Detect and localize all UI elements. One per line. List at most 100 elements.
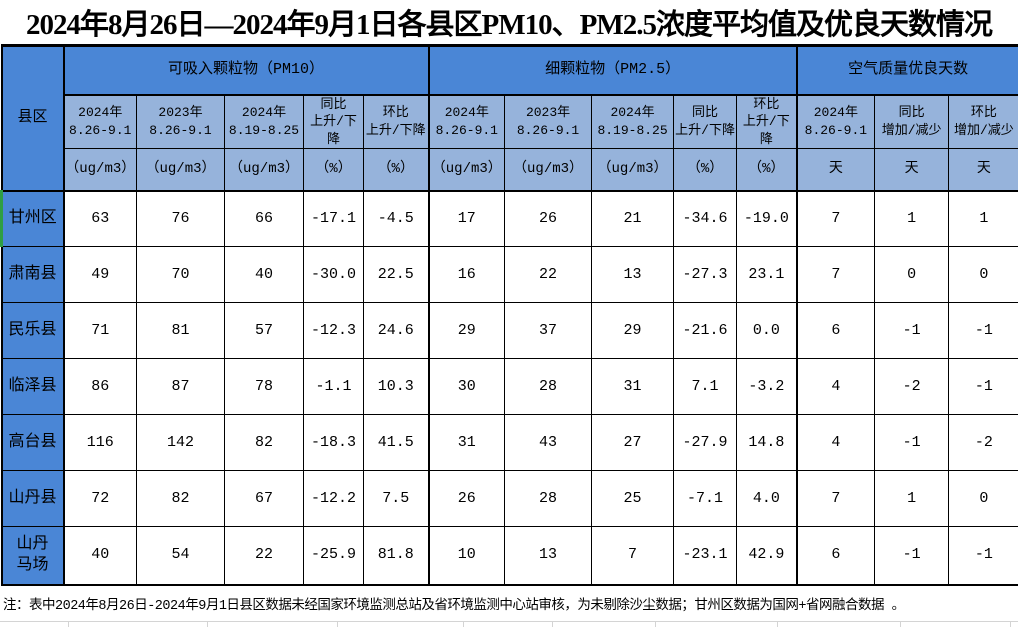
value-cell: -25.9 xyxy=(304,527,364,585)
value-cell: -1 xyxy=(949,303,1018,359)
value-cell: 14.8 xyxy=(737,415,797,471)
air-quality-table: 县区 可吸入颗粒物（PM10） 细颗粒物（PM2.5） 空气质量优良天数 202… xyxy=(0,44,1018,586)
value-cell: -1.1 xyxy=(304,359,364,415)
value-cell: 17 xyxy=(429,191,505,247)
value-cell: -23.1 xyxy=(674,527,737,585)
value-cell: 13 xyxy=(505,527,592,585)
period-header: 2024年 8.19-8.25 xyxy=(592,95,674,149)
period-header: 2024年 8.26-9.1 xyxy=(429,95,505,149)
row-header-county: 肃南县 xyxy=(2,247,64,303)
group-header-good-days: 空气质量优良天数 xyxy=(797,46,1018,95)
value-cell: 72 xyxy=(64,471,137,527)
value-cell: -18.3 xyxy=(304,415,364,471)
value-cell: 10 xyxy=(429,527,505,585)
value-cell: 43 xyxy=(505,415,592,471)
value-cell: 49 xyxy=(64,247,137,303)
value-cell: 71 xyxy=(64,303,137,359)
value-cell: 87 xyxy=(137,359,225,415)
value-cell: 142 xyxy=(137,415,225,471)
value-cell: -2 xyxy=(949,415,1018,471)
period-header: 2023年 8.26-9.1 xyxy=(505,95,592,149)
value-cell: 67 xyxy=(225,471,304,527)
value-cell: -12.3 xyxy=(304,303,364,359)
unit-header: （ug/m3） xyxy=(592,149,674,191)
table-row: 临泽县 86 87 78 -1.1 10.3 30 28 31 7.1 -3.2… xyxy=(2,359,1018,415)
page-title: 2024年8月26日—2024年9月1日各县区PM10、PM2.5浓度平均值及优… xyxy=(0,0,1018,44)
value-cell: 0.0 xyxy=(737,303,797,359)
value-cell: -1 xyxy=(875,415,949,471)
value-cell: 82 xyxy=(225,415,304,471)
value-cell: 28 xyxy=(505,359,592,415)
value-cell: 6 xyxy=(797,527,875,585)
row-header-county: 民乐县 xyxy=(2,303,64,359)
value-cell: 0 xyxy=(949,247,1018,303)
row-header-county: 高台县 xyxy=(2,415,64,471)
value-cell: -1 xyxy=(949,359,1018,415)
value-cell: -12.2 xyxy=(304,471,364,527)
value-cell: -30.0 xyxy=(304,247,364,303)
value-cell: 6 xyxy=(797,303,875,359)
value-cell: -3.2 xyxy=(737,359,797,415)
value-cell: 70 xyxy=(137,247,225,303)
value-cell: 86 xyxy=(64,359,137,415)
value-cell: 40 xyxy=(225,247,304,303)
value-cell: -34.6 xyxy=(674,191,737,247)
unit-header: （ug/m3） xyxy=(64,149,137,191)
period-header: 环比 上升/下降 xyxy=(364,95,429,149)
value-cell: 78 xyxy=(225,359,304,415)
value-cell: -19.0 xyxy=(737,191,797,247)
value-cell: 81.8 xyxy=(364,527,429,585)
value-cell: -27.3 xyxy=(674,247,737,303)
value-cell: 24.6 xyxy=(364,303,429,359)
group-header-pm25: 细颗粒物（PM2.5） xyxy=(429,46,797,95)
value-cell: 22.5 xyxy=(364,247,429,303)
unit-header: （ug/m3） xyxy=(429,149,505,191)
corner-header-county: 县区 xyxy=(2,46,64,191)
period-header: 2024年 8.19-8.25 xyxy=(225,95,304,149)
value-cell: 7 xyxy=(797,471,875,527)
period-header: 同比 增加/减少 xyxy=(875,95,949,149)
value-cell: 7.1 xyxy=(674,359,737,415)
table-row: 山丹 马场 40 54 22 -25.9 81.8 10 13 7 -23.1 … xyxy=(2,527,1018,585)
value-cell: 63 xyxy=(64,191,137,247)
unit-header: （ug/m3） xyxy=(505,149,592,191)
value-cell: 57 xyxy=(225,303,304,359)
value-cell: -7.1 xyxy=(674,471,737,527)
value-cell: -1 xyxy=(875,527,949,585)
value-cell: 40 xyxy=(64,527,137,585)
value-cell: 29 xyxy=(592,303,674,359)
value-cell: 22 xyxy=(505,247,592,303)
value-cell: -21.6 xyxy=(674,303,737,359)
value-cell: 26 xyxy=(429,471,505,527)
unit-header: （%） xyxy=(674,149,737,191)
row-header-county: 山丹县 xyxy=(2,471,64,527)
value-cell: 22 xyxy=(225,527,304,585)
value-cell: 41.5 xyxy=(364,415,429,471)
unit-header: （ug/m3） xyxy=(225,149,304,191)
value-cell: 0 xyxy=(875,247,949,303)
unit-header: 天 xyxy=(875,149,949,191)
table-row: 甘州区 63 76 66 -17.1 -4.5 17 26 21 -34.6 -… xyxy=(2,191,1018,247)
value-cell: 16 xyxy=(429,247,505,303)
unit-header: （%） xyxy=(304,149,364,191)
value-cell: 7 xyxy=(592,527,674,585)
value-cell: 10.3 xyxy=(364,359,429,415)
period-header: 2023年 8.26-9.1 xyxy=(137,95,225,149)
group-header-pm10: 可吸入颗粒物（PM10） xyxy=(64,46,429,95)
value-cell: 42.9 xyxy=(737,527,797,585)
value-cell: 4 xyxy=(797,359,875,415)
value-cell: 116 xyxy=(64,415,137,471)
value-cell: 31 xyxy=(592,359,674,415)
value-cell: 76 xyxy=(137,191,225,247)
value-cell: 81 xyxy=(137,303,225,359)
value-cell: 23.1 xyxy=(737,247,797,303)
value-cell: 31 xyxy=(429,415,505,471)
value-cell: 29 xyxy=(429,303,505,359)
value-cell: 26 xyxy=(505,191,592,247)
value-cell: 54 xyxy=(137,527,225,585)
unit-header: 天 xyxy=(797,149,875,191)
value-cell: 13 xyxy=(592,247,674,303)
table-row: 高台县 116 142 82 -18.3 41.5 31 43 27 -27.9… xyxy=(2,415,1018,471)
value-cell: 21 xyxy=(592,191,674,247)
value-cell: 1 xyxy=(875,471,949,527)
